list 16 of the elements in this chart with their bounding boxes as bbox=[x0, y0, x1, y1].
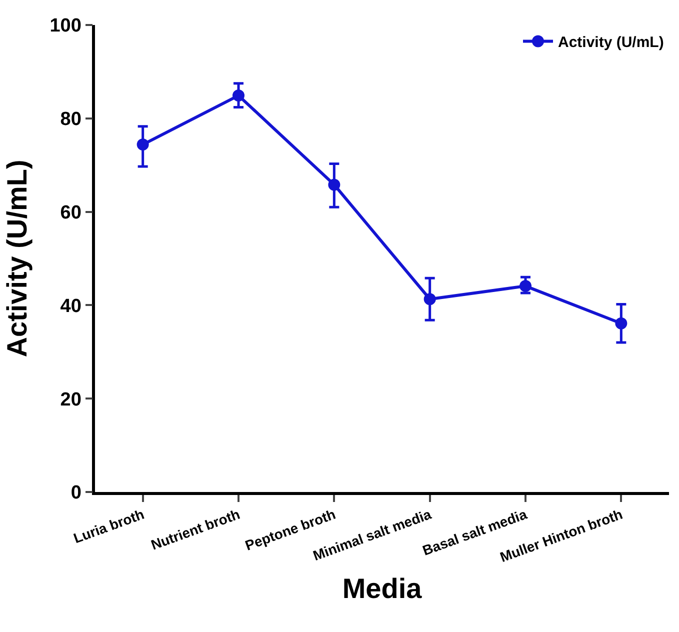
point bbox=[424, 293, 436, 306]
y-tick-label: 100 bbox=[50, 16, 82, 37]
point bbox=[232, 90, 244, 102]
point bbox=[328, 178, 340, 191]
y-tick-label: 40 bbox=[60, 296, 82, 317]
x-axis-title: Media bbox=[342, 573, 422, 604]
x-tick-label: Luria broth bbox=[71, 506, 146, 546]
y-tick-label: 80 bbox=[60, 109, 82, 130]
legend-label: Activity (U/mL) bbox=[558, 34, 664, 52]
point bbox=[136, 138, 149, 151]
y-tick-label: 0 bbox=[70, 482, 82, 504]
point bbox=[615, 317, 628, 330]
point bbox=[520, 280, 532, 292]
y-tick-label: 60 bbox=[60, 202, 82, 224]
y-axis-title: Activity (U/mL) bbox=[1, 160, 32, 358]
y-tick-label: 20 bbox=[60, 389, 82, 410]
